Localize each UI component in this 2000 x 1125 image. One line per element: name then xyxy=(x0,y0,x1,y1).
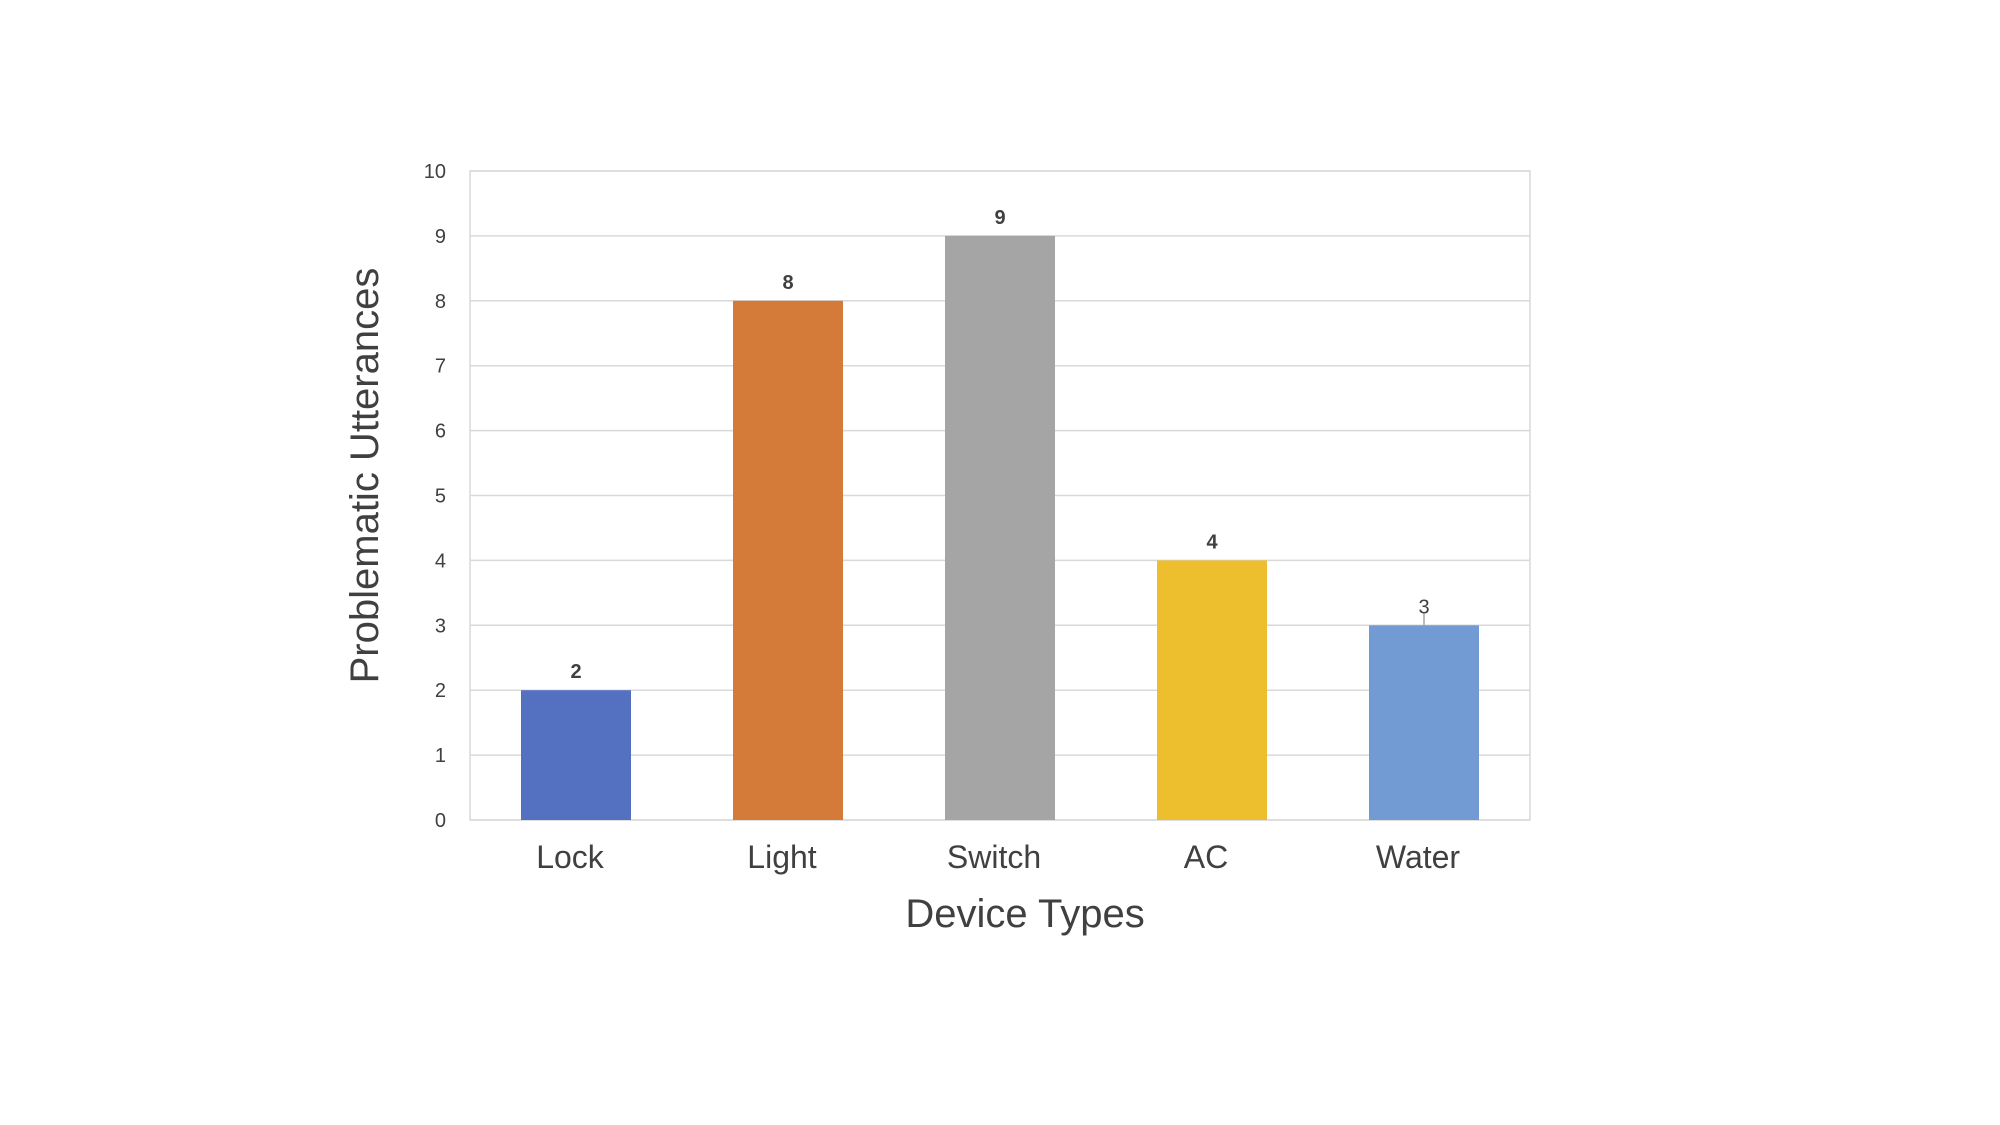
x-axis-title: Device Types xyxy=(905,892,1144,936)
x-category-label: Switch xyxy=(947,839,1041,875)
bar-light xyxy=(733,300,843,820)
x-category-label: Lock xyxy=(536,839,605,875)
y-tick-label: 1 xyxy=(435,745,446,767)
data-label: 4 xyxy=(1206,531,1218,553)
y-tick-label: 6 xyxy=(435,421,446,443)
x-axis-categories: Lock Light Switch AC Water xyxy=(536,839,1460,875)
bar-lock xyxy=(521,690,631,820)
data-labels: 2 8 9 4 3 xyxy=(570,207,1429,683)
y-tick-label: 0 xyxy=(435,810,446,832)
bars xyxy=(521,235,1479,820)
y-axis-ticks: 0 1 2 3 4 5 6 7 8 9 10 xyxy=(424,161,446,832)
data-label: 9 xyxy=(994,207,1005,229)
x-category-label: Water xyxy=(1376,839,1461,875)
bar-ac xyxy=(1157,560,1267,820)
x-category-label: Light xyxy=(747,839,817,875)
data-label: 8 xyxy=(782,272,793,294)
y-tick-label: 3 xyxy=(435,615,446,637)
y-tick-label: 9 xyxy=(435,226,446,248)
y-tick-label: 10 xyxy=(424,161,446,183)
data-label: 2 xyxy=(570,661,581,683)
bar-water xyxy=(1369,625,1479,820)
data-label: 3 xyxy=(1418,596,1429,618)
x-category-label: AC xyxy=(1184,839,1228,875)
y-tick-label: 5 xyxy=(435,486,446,508)
bar-switch xyxy=(945,235,1055,820)
y-tick-label: 7 xyxy=(435,356,446,378)
y-tick-label: 4 xyxy=(435,550,446,572)
y-tick-label: 8 xyxy=(435,291,446,313)
y-axis-title: Problematic Utterances xyxy=(343,268,387,684)
y-tick-label: 2 xyxy=(435,680,446,702)
